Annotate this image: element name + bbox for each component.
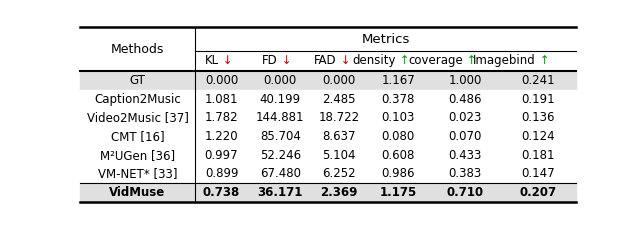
Text: 0.986: 0.986 — [381, 168, 415, 180]
Text: 0.608: 0.608 — [381, 149, 415, 162]
Text: M²UGen [36]: M²UGen [36] — [100, 149, 175, 162]
Bar — [80, 109, 576, 127]
Text: 18.722: 18.722 — [319, 111, 360, 124]
Text: 52.246: 52.246 — [260, 149, 301, 162]
Text: Methods: Methods — [111, 43, 164, 56]
Bar — [80, 90, 576, 109]
Text: Metrics: Metrics — [361, 32, 410, 46]
Text: 0.103: 0.103 — [381, 111, 415, 124]
Text: 8.637: 8.637 — [323, 130, 356, 143]
Text: CMT [16]: CMT [16] — [111, 130, 164, 143]
Text: 1.782: 1.782 — [205, 111, 238, 124]
Text: Caption2Music: Caption2Music — [94, 93, 181, 106]
Text: 0.136: 0.136 — [522, 111, 555, 124]
Text: 0.000: 0.000 — [323, 74, 356, 87]
Bar — [80, 165, 576, 183]
Text: 0.181: 0.181 — [522, 149, 555, 162]
Text: 0.486: 0.486 — [449, 93, 482, 106]
Text: 2.485: 2.485 — [323, 93, 356, 106]
Text: 40.199: 40.199 — [260, 93, 301, 106]
Text: 6.252: 6.252 — [323, 168, 356, 180]
Text: coverage: coverage — [408, 54, 463, 67]
Bar — [80, 146, 576, 165]
Text: 0.378: 0.378 — [381, 93, 415, 106]
Text: 1.081: 1.081 — [205, 93, 238, 106]
Text: 0.124: 0.124 — [522, 130, 555, 143]
Text: ↑: ↑ — [396, 54, 409, 67]
Text: VidMuse: VidMuse — [109, 186, 166, 199]
Text: Imagebind: Imagebind — [473, 54, 536, 67]
Text: 2.369: 2.369 — [321, 186, 358, 199]
Text: 0.241: 0.241 — [522, 74, 555, 87]
Text: 0.433: 0.433 — [449, 149, 482, 162]
Text: 0.000: 0.000 — [264, 74, 297, 87]
Text: KL: KL — [205, 54, 219, 67]
Bar — [80, 183, 576, 202]
Text: 0.023: 0.023 — [449, 111, 482, 124]
Text: 0.191: 0.191 — [522, 93, 555, 106]
Text: ↓: ↓ — [219, 54, 233, 67]
Text: 0.710: 0.710 — [447, 186, 484, 199]
Text: 1.175: 1.175 — [380, 186, 417, 199]
Text: VM-NET* [33]: VM-NET* [33] — [98, 168, 177, 180]
Text: ↓: ↓ — [278, 54, 291, 67]
Bar — [80, 127, 576, 146]
Text: 0.997: 0.997 — [205, 149, 238, 162]
Text: 85.704: 85.704 — [260, 130, 301, 143]
Text: 0.070: 0.070 — [449, 130, 482, 143]
Text: 0.147: 0.147 — [522, 168, 555, 180]
Text: 1.220: 1.220 — [205, 130, 238, 143]
Text: 0.080: 0.080 — [381, 130, 415, 143]
Text: Video2Music [37]: Video2Music [37] — [86, 111, 188, 124]
Text: ↑: ↑ — [463, 54, 476, 67]
Text: 0.899: 0.899 — [205, 168, 238, 180]
Text: 0.383: 0.383 — [449, 168, 482, 180]
Text: 67.480: 67.480 — [260, 168, 301, 180]
Text: 1.167: 1.167 — [381, 74, 415, 87]
Text: 0.738: 0.738 — [203, 186, 240, 199]
Text: density: density — [352, 54, 396, 67]
Text: ↑: ↑ — [536, 54, 549, 67]
Text: GT: GT — [129, 74, 145, 87]
Bar — [80, 71, 576, 90]
Text: 0.207: 0.207 — [520, 186, 557, 199]
Text: FAD: FAD — [314, 54, 337, 67]
Text: 1.000: 1.000 — [449, 74, 482, 87]
Text: 5.104: 5.104 — [323, 149, 356, 162]
Text: 0.000: 0.000 — [205, 74, 238, 87]
Text: 144.881: 144.881 — [256, 111, 305, 124]
Text: FD: FD — [262, 54, 278, 67]
Text: ↓: ↓ — [337, 54, 350, 67]
Text: 36.171: 36.171 — [258, 186, 303, 199]
